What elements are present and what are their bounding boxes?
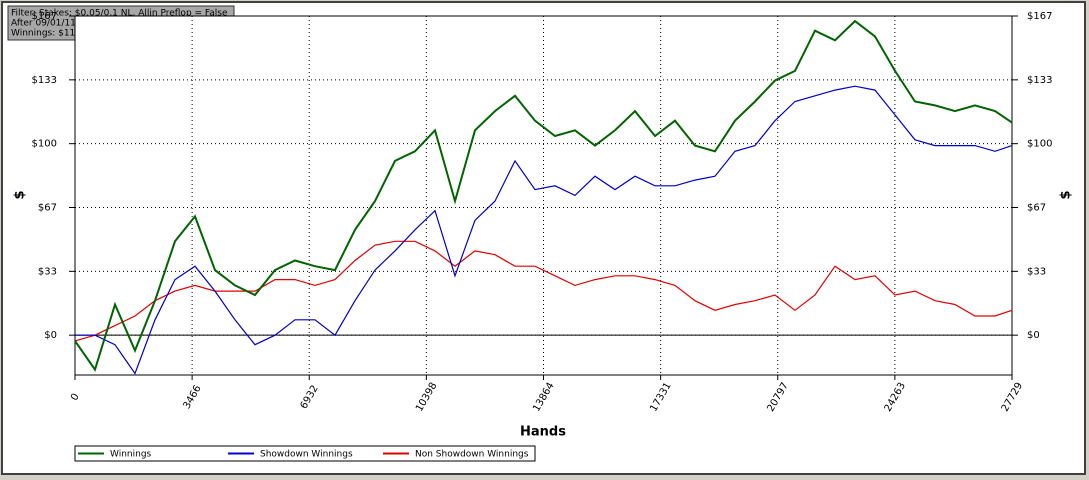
y-tick-label: $0 [44, 330, 57, 341]
y2-tick-label: $33 [1027, 266, 1046, 277]
plot-area [74, 15, 1013, 376]
series-line [74, 240, 1013, 342]
series-line [74, 19, 1013, 372]
series-line [75, 85, 1013, 375]
y2-tick-label: $0 [1027, 330, 1040, 341]
y-tick-label: $167 [32, 11, 57, 22]
legend-label: Non Showdown Winnings [415, 450, 529, 460]
legend [74, 445, 536, 462]
filter-text: Filter: Stakes: $0.05/0.1 NL, Allin Pref… [11, 9, 228, 19]
legend-label: Winnings [110, 450, 152, 460]
filter-text: Winnings: $111.35 [11, 29, 95, 39]
filter-text: After 09/01/11 16:14:14 [11, 19, 119, 29]
y2-tick-label: $100 [1027, 139, 1052, 150]
y-tick-label: $67 [38, 202, 57, 213]
y2-axis-title: $ [1059, 190, 1074, 199]
x-tick-label: 0 [69, 392, 82, 403]
y-tick-label: $133 [32, 75, 57, 86]
y2-tick-label: $167 [1027, 11, 1052, 22]
y-tick-label: $33 [38, 266, 57, 277]
y2-tick-label: $67 [1027, 202, 1046, 213]
y-tick-label: $100 [32, 139, 57, 150]
y2-tick-label: $133 [1027, 75, 1052, 86]
x-axis-title: Hands [520, 425, 566, 440]
legend-label: Showdown Winnings [260, 450, 353, 460]
y-axis-title: $ [13, 190, 28, 199]
